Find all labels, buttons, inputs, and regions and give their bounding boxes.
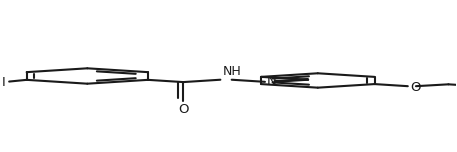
Text: O: O [410, 81, 420, 94]
Text: I: I [2, 76, 5, 89]
Text: N: N [267, 75, 277, 88]
Text: O: O [178, 103, 188, 116]
Text: NH: NH [223, 65, 241, 78]
